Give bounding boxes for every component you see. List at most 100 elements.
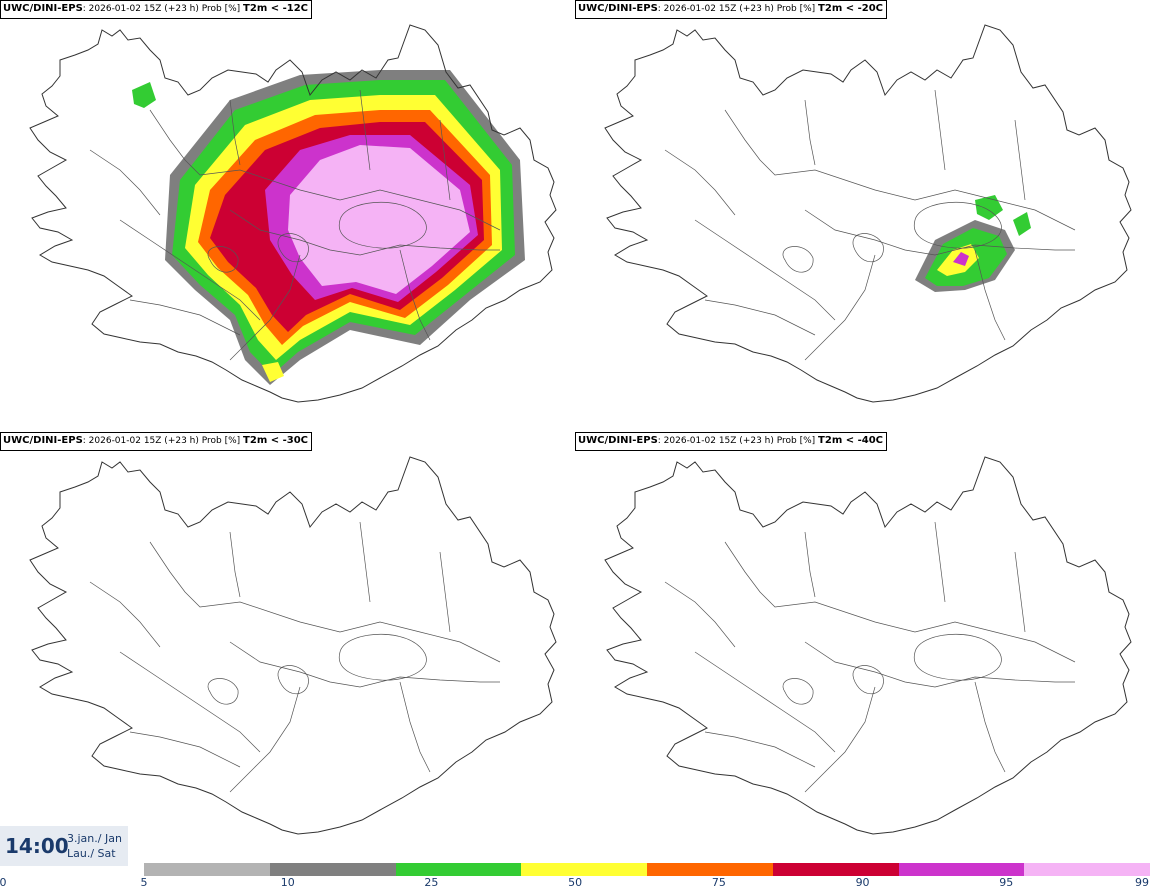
region-boundary	[724, 109, 1076, 231]
region-boundary	[229, 531, 241, 598]
region-boundary	[149, 109, 501, 231]
colorbar-tick: 25	[424, 876, 439, 889]
colorbar-tick: 5	[140, 876, 148, 889]
colorbar-segment	[1024, 863, 1150, 876]
threshold-label: T2m < -12C	[243, 3, 308, 14]
probability-field	[953, 252, 969, 266]
region-boundary	[804, 254, 876, 361]
region-boundary	[804, 209, 1075, 256]
region-boundary	[229, 254, 301, 361]
region-boundary	[934, 521, 946, 603]
colorbar-segment	[521, 863, 647, 876]
region-boundary	[913, 633, 1002, 681]
region-boundary	[119, 651, 261, 753]
region-boundary	[119, 219, 261, 321]
region-boundary	[439, 119, 451, 201]
colorbar-segment	[269, 863, 396, 876]
region-boundary	[913, 201, 1002, 249]
region-boundary	[974, 681, 1006, 773]
valid-time-box: 14:00 3.jan./ Jan Lau./ Sat	[0, 826, 128, 866]
region-boundary	[804, 531, 816, 598]
region-boundary	[338, 201, 427, 249]
region-boundary	[804, 99, 816, 166]
valid-date: 3.jan./ Jan Lau./ Sat	[67, 831, 122, 861]
colorbar-tick: 0	[0, 876, 7, 889]
colorbar-tick: 99	[1135, 876, 1149, 889]
region-boundary	[852, 665, 884, 695]
region-boundary	[338, 633, 427, 681]
colorbar-tick: 95	[999, 876, 1014, 889]
threshold-label: T2m < -40C	[818, 435, 883, 446]
colorbar-tick: 75	[711, 876, 726, 889]
region-boundary	[782, 246, 814, 273]
map-panel-1: UWC/DINI-EPS: 2026-01-02 15Z (+23 h) Pro…	[0, 0, 575, 430]
panel-title: UWC/DINI-EPS: 2026-01-02 15Z (+23 h) Pro…	[0, 432, 312, 451]
region-boundary	[1014, 551, 1026, 633]
region-boundary	[782, 678, 814, 705]
region-boundary	[399, 681, 431, 773]
probability-field	[1013, 212, 1031, 236]
coastline	[604, 456, 1132, 835]
probability-field	[288, 145, 470, 294]
probability-field	[975, 195, 1003, 220]
probability-field	[132, 82, 156, 108]
map-panel-3: UWC/DINI-EPS: 2026-01-02 15Z (+23 h) Pro…	[0, 432, 575, 862]
threshold-label: T2m < -20C	[818, 3, 883, 14]
colorbar-segment	[898, 863, 1025, 876]
iceland-map	[604, 24, 1132, 403]
region-boundary	[207, 678, 239, 705]
region-boundary	[277, 665, 309, 695]
region-boundary	[89, 581, 161, 648]
iceland-map	[29, 456, 557, 835]
date-line-1: 3.jan./ Jan	[67, 832, 122, 845]
probability-colorbar	[144, 863, 1150, 876]
region-boundary	[229, 209, 500, 256]
date-line-2: Lau./ Sat	[67, 847, 116, 860]
iceland-map	[29, 24, 557, 403]
model-name: UWC/DINI-EPS	[578, 3, 658, 14]
region-boundary	[277, 233, 309, 263]
run-info: : 2026-01-02 15Z (+23 h) Prob [%]	[657, 436, 816, 446]
model-name: UWC/DINI-EPS	[3, 435, 83, 446]
run-info: : 2026-01-02 15Z (+23 h) Prob [%]	[82, 4, 241, 14]
panel-title: UWC/DINI-EPS: 2026-01-02 15Z (+23 h) Pro…	[575, 432, 887, 451]
panel-title: UWC/DINI-EPS: 2026-01-02 15Z (+23 h) Pro…	[575, 0, 887, 19]
region-boundary	[359, 89, 371, 171]
region-boundary	[934, 89, 946, 171]
region-boundary	[704, 299, 816, 336]
region-boundary	[129, 731, 241, 768]
region-boundary	[439, 551, 451, 633]
coastline	[29, 456, 557, 835]
region-boundary	[149, 541, 501, 663]
coastline	[29, 24, 557, 403]
model-name: UWC/DINI-EPS	[3, 3, 83, 14]
iceland-map	[604, 456, 1132, 835]
model-name: UWC/DINI-EPS	[578, 435, 658, 446]
region-boundary	[664, 149, 736, 216]
threshold-label: T2m < -30C	[243, 435, 308, 446]
region-boundary	[207, 246, 239, 273]
valid-time-clock: 14:00	[5, 834, 69, 858]
region-boundary	[694, 651, 836, 753]
region-boundary	[694, 219, 836, 321]
region-boundary	[852, 233, 884, 263]
region-boundary	[804, 686, 876, 793]
region-boundary	[804, 641, 1075, 688]
region-boundary	[359, 521, 371, 603]
colorbar-tick: 50	[568, 876, 583, 889]
region-boundary	[229, 686, 301, 793]
map-panel-4: UWC/DINI-EPS: 2026-01-02 15Z (+23 h) Pro…	[575, 432, 1150, 862]
region-boundary	[229, 99, 241, 166]
colorbar-tick: 90	[855, 876, 870, 889]
region-boundary	[1014, 119, 1026, 201]
region-boundary	[129, 299, 241, 336]
run-info: : 2026-01-02 15Z (+23 h) Prob [%]	[657, 4, 816, 14]
colorbar-segment	[772, 863, 899, 876]
coastline	[604, 24, 1132, 403]
region-boundary	[89, 149, 161, 216]
region-boundary	[974, 249, 1006, 341]
region-boundary	[724, 541, 1076, 663]
colorbar-ticks: 0 5 10 25 50 75 90 95 99	[0, 876, 1150, 890]
region-boundary	[229, 641, 500, 688]
run-info: : 2026-01-02 15Z (+23 h) Prob [%]	[82, 436, 241, 446]
